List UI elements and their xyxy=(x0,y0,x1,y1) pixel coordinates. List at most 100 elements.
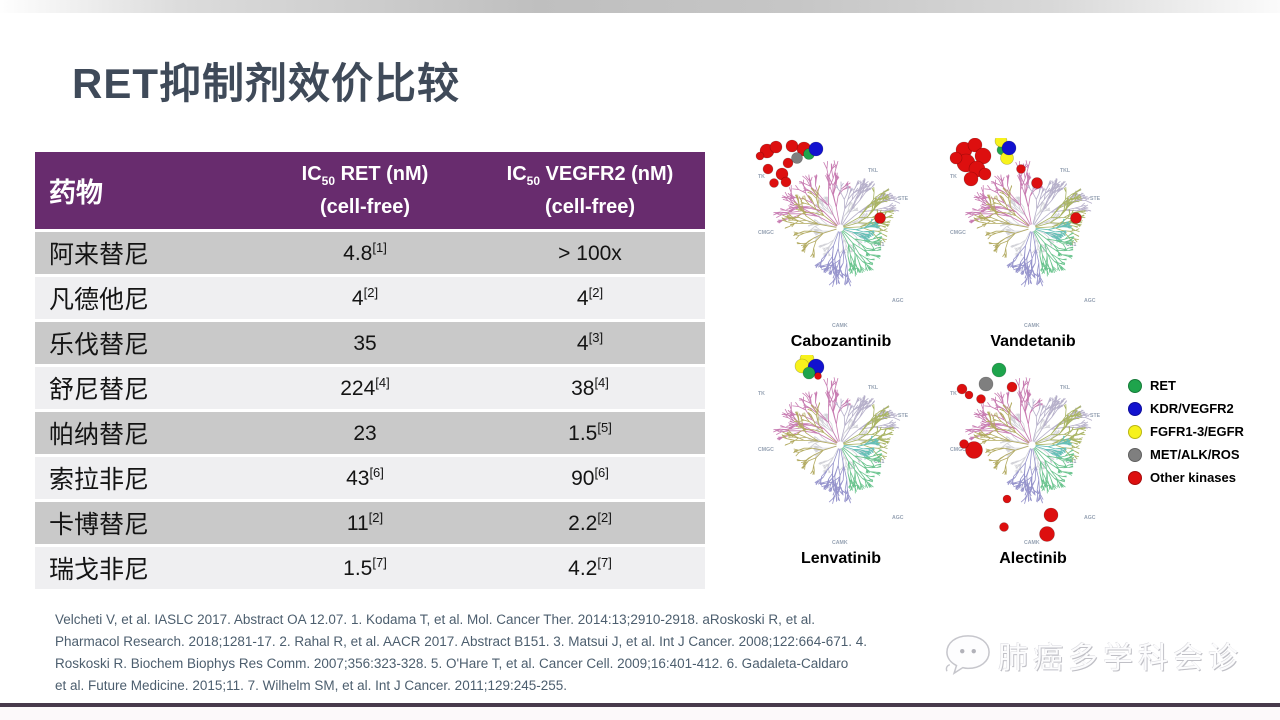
drug-name-cell: 舒尼替尼 xyxy=(49,376,150,404)
vegfr2-ic50-cell: 38[4] xyxy=(571,375,609,400)
svg-text:CAMK: CAMK xyxy=(832,323,848,329)
ret-ic50-cell: 43[6] xyxy=(346,465,384,490)
legend-item: KDR/VEGFR2 xyxy=(1128,397,1244,420)
table-row: 舒尼替尼 224[4] 38[4] xyxy=(35,367,705,409)
legend-item: Other kinases xyxy=(1128,466,1244,489)
ret-ic50-cell: 4.8[1] xyxy=(343,240,387,265)
table-row: 阿来替尼 4.8[1] > 100x xyxy=(35,232,705,274)
drug-name-cell: 卡博替尼 xyxy=(49,511,150,539)
reference-line: Roskoski R. Biochem Biophys Res Comm. 20… xyxy=(55,656,849,671)
kinome-tree-vandetanib: TK TKL STE CK1 CMGC AGC CAMK xyxy=(944,134,1122,335)
svg-text:TK: TK xyxy=(950,391,957,397)
slide-title: RET抑制剂效价比较 xyxy=(72,60,461,107)
svg-text:AGC: AGC xyxy=(892,515,904,521)
ret-ic50-cell: 4[2] xyxy=(351,285,379,310)
kinome-panel-alectinib: TK TKL STE CK1 CMGC AGC CAMK Alectinib xyxy=(944,355,1122,568)
ret-ic50-cell: 11[2] xyxy=(346,510,384,535)
vegfr2-ic50-cell: 4[3] xyxy=(576,330,604,355)
kinome-panels: TK TKL STE CK1 CMGC AGC CAMK Cabozantinib TK TK… xyxy=(752,134,1122,568)
kinome-tree-alectinib: TK TKL STE CK1 CMGC AGC CAMK xyxy=(944,355,1122,552)
svg-text:CMGC: CMGC xyxy=(950,230,966,236)
ret-ic50-cell: 1.5[7] xyxy=(343,555,387,580)
vegfr2-ic50-cell: > 100x xyxy=(558,242,622,265)
legend-swatch-met-alk-ros xyxy=(1128,447,1142,462)
kinome-panel-vandetanib: TK TKL STE CK1 CMGC AGC CAMK Vandetanib xyxy=(944,134,1122,351)
svg-text:AGC: AGC xyxy=(892,298,904,304)
reference-line: et al. Future Medicine. 2015;11. 7. Wilh… xyxy=(55,678,568,693)
ret-ic50-cell: 224[4] xyxy=(340,375,390,400)
ret-ic50-cell: 23 xyxy=(353,422,377,445)
vegfr2-ic50-cell: 90[6] xyxy=(571,465,609,490)
column-header-drug: 药物 xyxy=(49,178,103,208)
svg-text:CMGC: CMGC xyxy=(758,447,774,453)
top-gradient-bar xyxy=(0,0,1280,13)
kinome-panel-cabozantinib: TK TKL STE CK1 CMGC AGC CAMK Cabozantinib xyxy=(752,138,930,351)
kinome-tree-lenvatinib: TK TKL STE CK1 CMGC AGC CAMK xyxy=(752,351,930,552)
column-header-ret-ic50: IC50 RET (nM) (cell-free) xyxy=(301,163,429,218)
reference-line: Velcheti V, et al. IASLC 2017. Abstract … xyxy=(55,612,815,627)
svg-text:TK: TK xyxy=(758,174,765,180)
reference-line: Pharmacol Research. 2018;1281-17. 2. Rah… xyxy=(55,634,867,649)
table-row: 卡博替尼 11[2] 2.2[2] xyxy=(35,502,705,544)
svg-text:CMGC: CMGC xyxy=(758,230,774,236)
table-row: 乐伐替尼 35 4[3] xyxy=(35,322,705,364)
svg-text:CAMK: CAMK xyxy=(832,540,848,546)
svg-text:TKL: TKL xyxy=(868,385,879,391)
panel-label: Vandetanib xyxy=(990,333,1076,350)
kinome-tree-cabozantinib: TK TKL STE CK1 CMGC AGC CAMK xyxy=(752,138,930,335)
watermark-text: 肺癌多学科会诊 xyxy=(998,642,1243,675)
svg-text:TKL: TKL xyxy=(868,168,879,174)
svg-text:AGC: AGC xyxy=(1084,515,1096,521)
kinome-legend: RET KDR/VEGFR2 FGFR1-3/EGFR MET/ALK/ROS … xyxy=(1128,374,1244,489)
watermark: 肺癌多学科会诊 xyxy=(942,632,1243,678)
table-row: 索拉非尼 43[6] 90[6] xyxy=(35,457,705,499)
legend-swatch-other-kinases xyxy=(1128,470,1142,485)
column-header-vegfr2-ic50: IC50 VEGFR2 (nM) (cell-free) xyxy=(506,163,674,218)
ret-ic50-cell: 35 xyxy=(353,332,377,355)
table-row: 瑞戈非尼 1.5[7] 4.2[7] xyxy=(35,547,705,589)
svg-text:TKL: TKL xyxy=(1060,168,1071,174)
drug-name-cell: 凡德他尼 xyxy=(49,286,150,314)
panel-label: Alectinib xyxy=(999,550,1067,567)
vegfr2-ic50-cell: 2.2[2] xyxy=(568,510,612,535)
bottom-strip xyxy=(0,707,1280,720)
table-row: 帕纳替尼 23 1.5[5] xyxy=(35,412,705,454)
svg-text:TK: TK xyxy=(950,174,957,180)
legend-swatch-ret xyxy=(1128,378,1142,393)
svg-text:CMGC: CMGC xyxy=(950,447,966,453)
svg-text:CAMK: CAMK xyxy=(1024,323,1040,329)
drug-name-cell: 帕纳替尼 xyxy=(49,421,150,449)
vegfr2-ic50-cell: 1.5[5] xyxy=(568,420,612,445)
panel-label: Cabozantinib xyxy=(790,333,892,350)
svg-text:STE: STE xyxy=(898,413,909,419)
drug-name-cell: 乐伐替尼 xyxy=(49,331,150,359)
legend-swatch-fgfr-egfr xyxy=(1128,424,1142,439)
panel-label: Lenvatinib xyxy=(800,550,881,567)
table-header-row: 药物 IC50 RET (nM) (cell-free) IC50 VEGFR2… xyxy=(35,152,705,229)
legend-swatch-kdr-vegfr2 xyxy=(1128,401,1142,416)
drug-name-cell: 阿来替尼 xyxy=(49,241,150,269)
legend-item: MET/ALK/ROS xyxy=(1128,443,1244,466)
kinome-panel-lenvatinib: TK TKL STE CK1 CMGC AGC CAMK Lenvatinib xyxy=(752,351,930,568)
svg-text:STE: STE xyxy=(898,196,909,202)
svg-text:STE: STE xyxy=(1090,413,1101,419)
drug-name-cell: 瑞戈非尼 xyxy=(49,556,150,584)
chat-bubble-icon xyxy=(945,635,990,675)
svg-text:STE: STE xyxy=(1090,196,1101,202)
potency-table: 药物 IC50 RET (nM) (cell-free) IC50 VEGFR2… xyxy=(35,152,705,589)
vegfr2-ic50-cell: 4.2[7] xyxy=(568,555,612,580)
table-row: 凡德他尼 4[2] 4[2] xyxy=(35,277,705,319)
bottom-accent-line xyxy=(0,703,1280,707)
svg-text:TK: TK xyxy=(758,391,765,397)
legend-item: FGFR1-3/EGFR xyxy=(1128,420,1244,443)
svg-text:TKL: TKL xyxy=(1060,385,1071,391)
svg-text:AGC: AGC xyxy=(1084,298,1096,304)
drug-name-cell: 索拉非尼 xyxy=(49,466,150,494)
references: Velcheti V, et al. IASLC 2017. Abstract … xyxy=(55,609,867,697)
vegfr2-ic50-cell: 4[2] xyxy=(576,285,604,310)
svg-text:CAMK: CAMK xyxy=(1024,540,1040,546)
